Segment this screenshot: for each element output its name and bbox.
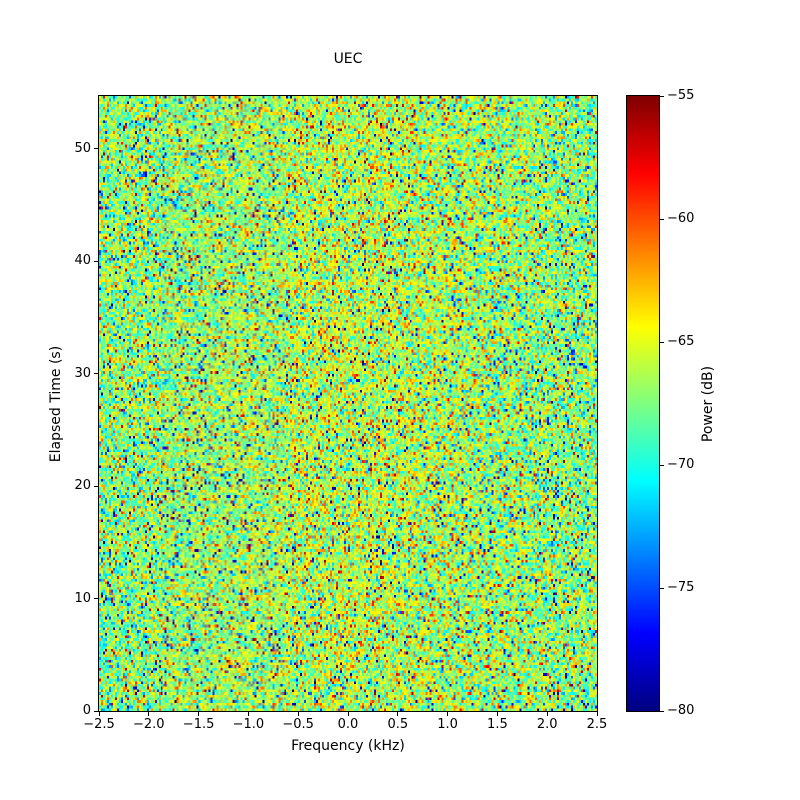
x-tick-mark	[347, 712, 349, 716]
x-tick-mark	[247, 712, 249, 716]
y-tick-label: 50	[74, 140, 91, 156]
colorbar-tick-label: −55	[667, 88, 695, 103]
colorbar-gradient	[627, 96, 659, 711]
y-tick-mark	[94, 710, 98, 712]
x-tick-mark	[397, 712, 399, 716]
x-tick-mark	[148, 712, 150, 716]
x-tick-label: 0.5	[387, 717, 409, 732]
x-tick-label: −2.5	[83, 717, 115, 732]
colorbar-tick-mark	[660, 710, 664, 712]
y-tick-label: 20	[74, 478, 91, 494]
x-tick-mark	[98, 712, 100, 716]
x-axis-label: Frequency (kHz)	[291, 738, 405, 754]
x-tick-label: 0.0	[337, 717, 359, 732]
y-tick-mark	[94, 373, 98, 375]
colorbar-tick-mark	[660, 587, 664, 589]
chart-title: UEC	[333, 51, 363, 67]
x-tick-label: −1.0	[232, 717, 265, 732]
y-tick-label: 0	[82, 703, 91, 718]
heatmap-plot-area	[98, 95, 598, 712]
x-tick-label: −2.0	[133, 717, 165, 732]
x-tick-mark	[198, 712, 200, 716]
x-tick-label: 1.5	[487, 717, 508, 732]
colorbar-tick-mark	[660, 464, 664, 466]
y-tick-label: 10	[74, 590, 91, 606]
x-tick-label: 2.5	[586, 717, 608, 732]
x-tick-label: 1.0	[437, 717, 458, 732]
y-tick-mark	[94, 260, 98, 262]
x-tick-mark	[546, 712, 548, 716]
x-tick-label: −0.5	[282, 717, 314, 732]
colorbar-tick-label: −80	[667, 703, 695, 718]
x-tick-mark	[447, 712, 449, 716]
y-tick-mark	[94, 598, 98, 600]
y-tick-mark	[94, 485, 98, 487]
colorbar-tick-mark	[660, 341, 664, 343]
colorbar-tick-label: −75	[667, 580, 695, 595]
colorbar-tick-label: −70	[667, 457, 695, 472]
y-tick-label: 30	[74, 365, 91, 381]
x-tick-label: −1.5	[182, 717, 215, 732]
y-tick-label: 40	[74, 253, 91, 269]
y-axis-label: Elapsed Time (s)	[48, 345, 64, 463]
colorbar-tick-label: −60	[667, 211, 695, 226]
spectrogram-heatmap	[99, 96, 597, 711]
colorbar-tick-mark	[660, 95, 664, 97]
x-tick-mark	[596, 712, 598, 716]
x-tick-label: 2.0	[536, 717, 558, 732]
y-tick-mark	[94, 148, 98, 150]
colorbar-tick-mark	[660, 218, 664, 220]
colorbar-tick-label: −65	[667, 334, 695, 349]
x-tick-mark	[496, 712, 498, 716]
x-tick-mark	[297, 712, 299, 716]
colorbar	[626, 95, 660, 712]
colorbar-label: Power (dB)	[700, 365, 716, 443]
